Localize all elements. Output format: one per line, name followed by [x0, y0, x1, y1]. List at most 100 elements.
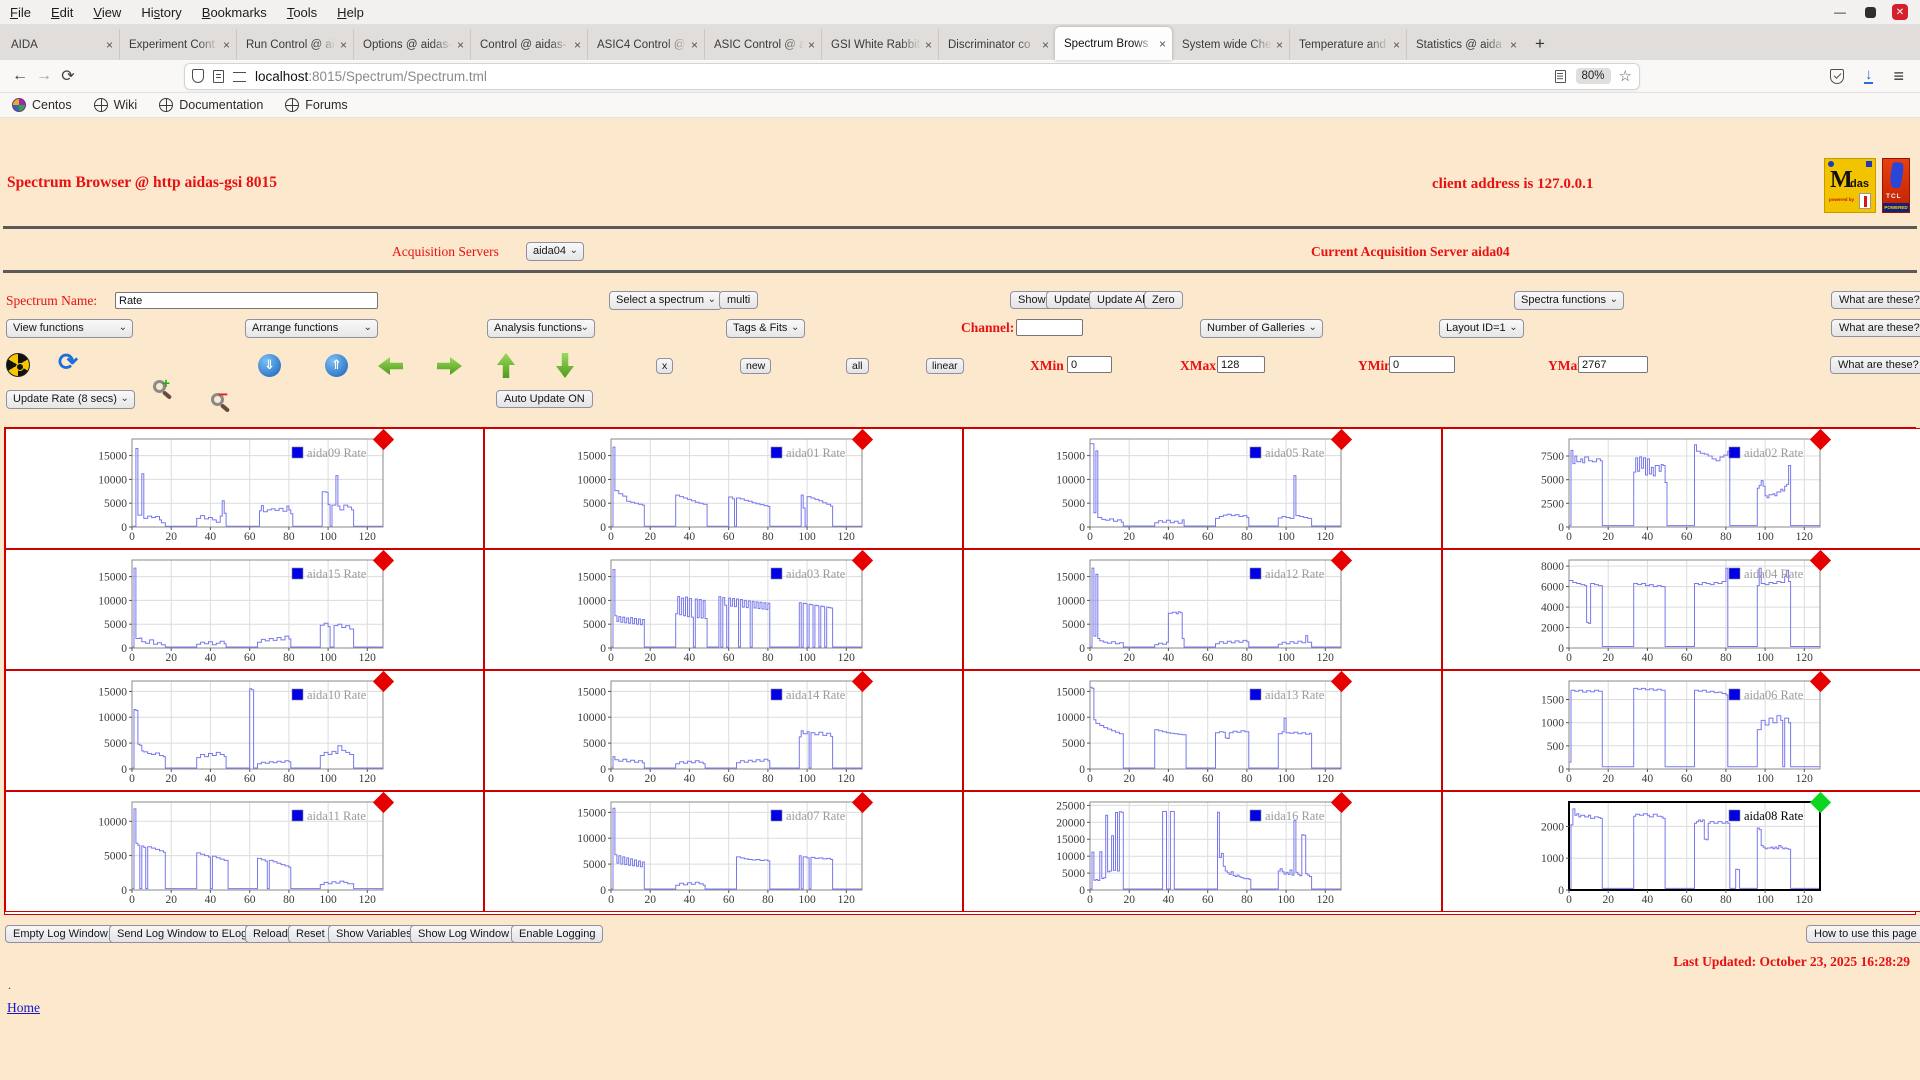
select-spectrum-dropdown[interactable]: Select a spectrum	[609, 291, 722, 310]
spectrum-cell-aida02[interactable]: 0204060801001200250050007500aida02 Rate	[1442, 428, 1920, 549]
spectrum-cell-aida13[interactable]: 020406080100120050001000015000aida13 Rat…	[963, 670, 1442, 791]
url-text[interactable]: localhost:8015/Spectrum/Spectrum.tml	[255, 69, 1555, 84]
bookmark-star-icon[interactable]: ☆	[1619, 67, 1632, 85]
xmin-input[interactable]	[1067, 356, 1112, 373]
spectrum-cell-aida09[interactable]: 020406080100120050001000015000aida09 Rat…	[5, 428, 484, 549]
tab-aida[interactable]: AIDA×	[2, 29, 119, 60]
page-info-icon[interactable]	[213, 70, 224, 83]
refresh-icon[interactable]: ⟳	[58, 351, 78, 375]
what-are-these-button-1[interactable]: What are these?	[1831, 291, 1920, 309]
tab-asic4-control[interactable]: ASIC4 Control @×	[587, 29, 704, 60]
tab-statistics-aida[interactable]: Statistics @ aida×	[1406, 29, 1523, 60]
zero-button[interactable]: Zero	[1144, 291, 1183, 309]
spectrum-cell-aida16[interactable]: 0204060801001200500010000150002000025000…	[963, 791, 1442, 912]
menu-bookmarks[interactable]: Bookmarks	[192, 5, 277, 20]
what-are-these-button-3[interactable]: What are these?	[1830, 356, 1920, 374]
bookmark-wiki[interactable]: Wiki	[94, 98, 138, 112]
url-bar[interactable]: localhost:8015/Spectrum/Spectrum.tml 80%…	[184, 63, 1640, 90]
forward-icon[interactable]: →	[32, 67, 56, 85]
linear-button[interactable]: linear	[926, 358, 964, 374]
maximize-icon[interactable]	[1862, 4, 1878, 20]
show-log-window-button[interactable]: Show Log Window	[410, 925, 517, 943]
pan-up-icon[interactable]	[497, 353, 515, 378]
menu-help[interactable]: Help	[327, 5, 374, 20]
tab-close-icon[interactable]: ×	[691, 38, 698, 52]
how-to-use-button[interactable]: How to use this page	[1806, 925, 1920, 943]
what-are-these-button-2[interactable]: What are these?	[1831, 319, 1920, 337]
tab-temperature-and[interactable]: Temperature and×	[1289, 29, 1406, 60]
new-tab-button[interactable]: +	[1527, 31, 1553, 57]
tab-close-icon[interactable]: ×	[106, 38, 113, 52]
home-link[interactable]: Home	[7, 1000, 40, 1016]
tab-asic-control-a[interactable]: ASIC Control @ a×	[704, 29, 821, 60]
tags-fits-dropdown[interactable]: Tags & Fits	[726, 319, 805, 338]
empty-log-window-button[interactable]: Empty Log Window	[5, 925, 116, 943]
tab-close-icon[interactable]: ×	[1510, 38, 1517, 52]
close-icon[interactable]: ✕	[1892, 4, 1908, 20]
tab-close-icon[interactable]: ×	[925, 38, 932, 52]
menu-tools[interactable]: Tools	[277, 5, 327, 20]
pan-left-icon[interactable]	[378, 357, 403, 375]
tcl-powered-logo[interactable]: TCL POWERED	[1882, 158, 1910, 213]
tab-close-icon[interactable]: ×	[1393, 38, 1400, 52]
spectrum-cell-aida03[interactable]: 020406080100120050001000015000aida03 Rat…	[484, 549, 963, 670]
tab-gsi-white-rabbit[interactable]: GSI White Rabbit×	[821, 29, 938, 60]
tab-close-icon[interactable]: ×	[457, 38, 464, 52]
menu-file[interactable]: File	[0, 5, 41, 20]
menu-edit[interactable]: Edit	[41, 5, 83, 20]
menu-view[interactable]: View	[83, 5, 131, 20]
layout-id-dropdown[interactable]: Layout ID=1	[1439, 319, 1524, 338]
spectrum-cell-aida04[interactable]: 02040608010012002000400060008000aida04 R…	[1442, 549, 1920, 670]
tab-options-aidas[interactable]: Options @ aidas-×	[353, 29, 470, 60]
x-button[interactable]: x	[656, 358, 673, 374]
tab-spectrum-brows[interactable]: Spectrum Brows×	[1055, 27, 1172, 60]
tab-system-wide-che[interactable]: System wide Che×	[1172, 29, 1289, 60]
channel-input[interactable]	[1016, 319, 1083, 336]
spectrum-cell-aida12[interactable]: 020406080100120050001000015000aida12 Rat…	[963, 549, 1442, 670]
spectrum-cell-aida06[interactable]: 020406080100120050010001500aida06 Rate	[1442, 670, 1920, 791]
tab-experiment-cont[interactable]: Experiment Cont×	[119, 29, 236, 60]
reload-icon[interactable]: ⟳	[56, 66, 80, 86]
minimize-icon[interactable]: —	[1832, 4, 1848, 20]
radiation-icon[interactable]	[6, 353, 30, 377]
reset-button[interactable]: Reset	[288, 925, 333, 943]
permissions-icon[interactable]	[233, 72, 246, 82]
spectrum-cell-aida07[interactable]: 020406080100120050001000015000aida07 Rat…	[484, 791, 963, 912]
analysis-functions-dropdown[interactable]: Analysis functions	[487, 319, 595, 338]
zoom-in-icon[interactable]: +	[153, 380, 166, 393]
pocket-icon[interactable]	[1830, 69, 1844, 84]
send-log-window-to-elog-button[interactable]: Send Log Window to ELog	[109, 925, 255, 943]
spectrum-name-input[interactable]	[115, 292, 378, 309]
new-button[interactable]: new	[740, 358, 771, 374]
ymax-input[interactable]	[1578, 356, 1648, 373]
tab-control-aidas[interactable]: Control @ aidas-×	[470, 29, 587, 60]
enable-logging-button[interactable]: Enable Logging	[511, 925, 603, 943]
tab-close-icon[interactable]: ×	[1159, 37, 1166, 51]
view-functions-dropdown[interactable]: View functions	[6, 319, 133, 338]
shield-icon[interactable]	[192, 69, 204, 83]
expand-y-icon[interactable]: ⇑	[325, 354, 348, 377]
all-button[interactable]: all	[846, 358, 869, 374]
tab-discriminator-co[interactable]: Discriminator co×	[938, 29, 1055, 60]
spectrum-cell-aida11[interactable]: 0204060801001200500010000aida11 Rate	[5, 791, 484, 912]
ymin-input[interactable]	[1389, 356, 1455, 373]
arrange-functions-dropdown[interactable]: Arrange functions	[245, 319, 378, 338]
reader-mode-icon[interactable]	[1555, 70, 1566, 83]
tab-close-icon[interactable]: ×	[1276, 38, 1283, 52]
tab-close-icon[interactable]: ×	[808, 38, 815, 52]
downloads-icon[interactable]: ↓	[1864, 68, 1874, 84]
spectrum-cell-aida15[interactable]: 020406080100120050001000015000aida15 Rat…	[5, 549, 484, 670]
pan-right-icon[interactable]	[437, 357, 462, 375]
update-rate-dropdown[interactable]: Update Rate (8 secs)	[6, 390, 135, 409]
tab-close-icon[interactable]: ×	[340, 38, 347, 52]
compress-y-icon[interactable]: ⇓	[258, 354, 281, 377]
spectrum-cell-aida10[interactable]: 020406080100120050001000015000aida10 Rat…	[5, 670, 484, 791]
number-of-galleries-dropdown[interactable]: Number of Galleries	[1200, 319, 1323, 338]
zoom-level-badge[interactable]: 80%	[1576, 68, 1611, 84]
xmax-input[interactable]	[1217, 356, 1265, 373]
spectrum-cell-aida05[interactable]: 020406080100120050001000015000aida05 Rat…	[963, 428, 1442, 549]
back-icon[interactable]: ←	[8, 67, 32, 85]
zoom-out-icon[interactable]: −	[211, 393, 224, 406]
bookmark-documentation[interactable]: Documentation	[159, 98, 263, 112]
show-variables-button[interactable]: Show Variables	[328, 925, 420, 943]
